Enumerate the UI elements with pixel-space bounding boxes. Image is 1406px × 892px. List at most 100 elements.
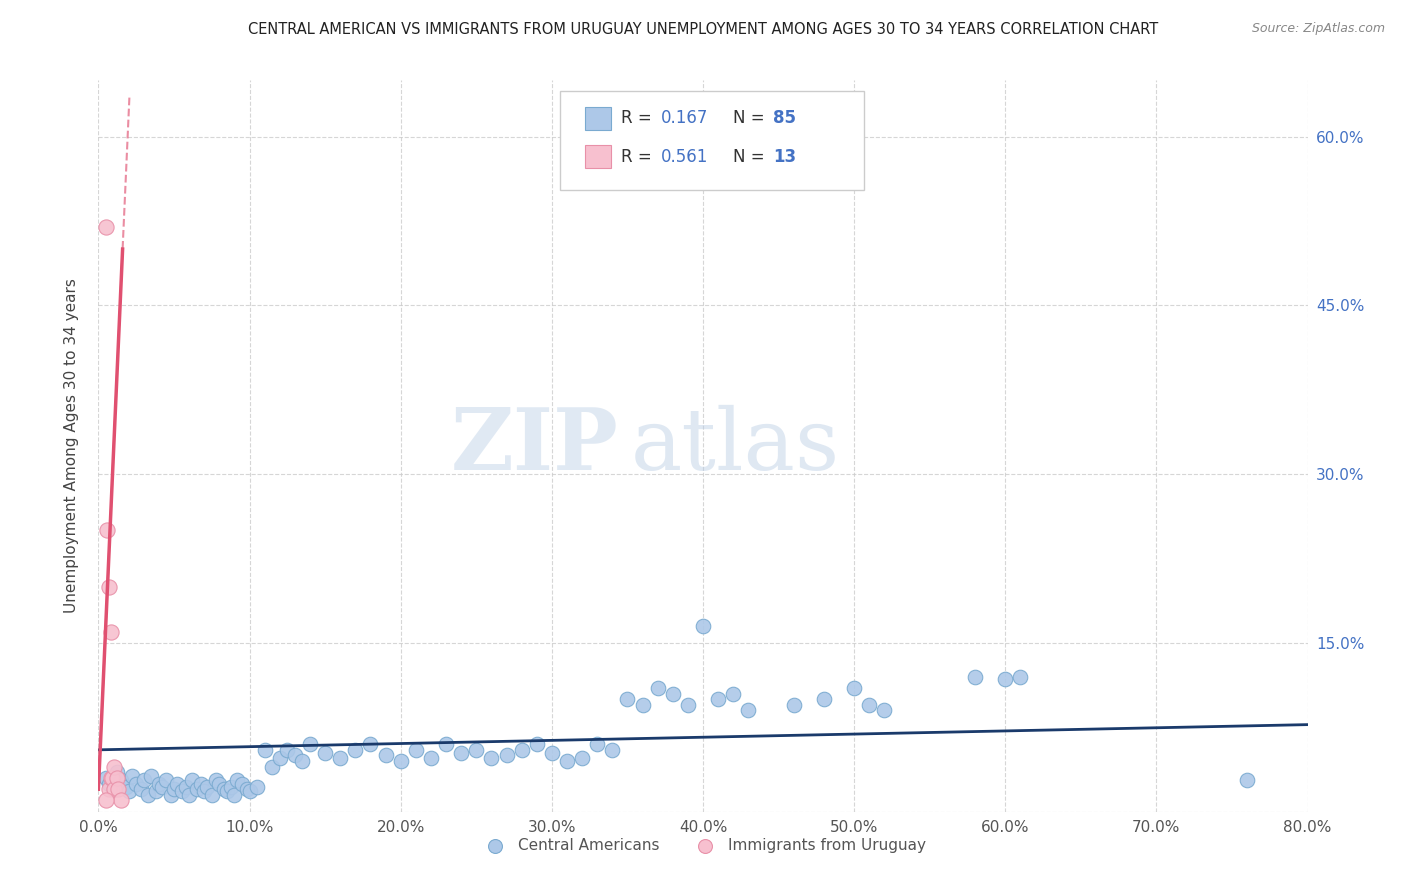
Point <box>844 681 866 695</box>
Point <box>215 784 238 798</box>
Point <box>103 760 125 774</box>
Bar <box>585 107 612 130</box>
Point <box>676 698 699 712</box>
Point <box>101 771 124 785</box>
Point <box>344 743 367 757</box>
Point <box>262 760 284 774</box>
Point <box>121 769 143 783</box>
Point <box>405 743 427 757</box>
Point <box>186 782 208 797</box>
Point <box>299 737 322 751</box>
Text: CENTRAL AMERICAN VS IMMIGRANTS FROM URUGUAY UNEMPLOYMENT AMONG AGES 30 TO 34 YEA: CENTRAL AMERICAN VS IMMIGRANTS FROM URUG… <box>247 22 1159 37</box>
Point <box>276 743 298 757</box>
Text: R =: R = <box>621 148 657 166</box>
Point <box>98 580 121 594</box>
Point <box>190 776 212 790</box>
Point <box>129 782 152 797</box>
Point <box>1010 670 1032 684</box>
Point <box>107 782 129 797</box>
Text: 0.167: 0.167 <box>661 110 709 128</box>
Point <box>510 743 533 757</box>
Point <box>420 750 443 764</box>
Y-axis label: Unemployment Among Ages 30 to 34 years: Unemployment Among Ages 30 to 34 years <box>65 278 79 614</box>
Text: 13: 13 <box>773 148 796 166</box>
Point <box>707 692 730 706</box>
Point <box>110 793 132 807</box>
Point <box>195 780 218 794</box>
Point <box>540 746 562 760</box>
Point <box>284 748 307 763</box>
Point <box>586 737 609 751</box>
Point <box>291 754 314 768</box>
Point <box>239 784 262 798</box>
Point <box>329 750 352 764</box>
Text: atlas: atlas <box>630 404 839 488</box>
Point <box>221 780 243 794</box>
Point <box>155 773 177 788</box>
Point <box>873 703 896 717</box>
Point <box>692 619 714 633</box>
Point <box>145 784 167 798</box>
Point <box>602 743 624 757</box>
Point <box>783 698 806 712</box>
Text: R =: R = <box>621 110 657 128</box>
Point <box>858 698 880 712</box>
Point <box>105 771 128 785</box>
Point <box>269 750 291 764</box>
Point <box>389 754 412 768</box>
Point <box>125 776 148 790</box>
Point <box>555 754 578 768</box>
Point <box>246 780 269 794</box>
Point <box>100 624 122 639</box>
Point <box>163 782 186 797</box>
Point <box>360 737 382 751</box>
Point <box>212 782 235 797</box>
Text: 85: 85 <box>773 110 796 128</box>
Point <box>141 769 163 783</box>
Point <box>813 692 835 706</box>
Point <box>148 776 170 790</box>
Point <box>170 784 193 798</box>
Point <box>314 746 336 760</box>
Bar <box>585 145 612 168</box>
Point <box>571 750 593 764</box>
Point <box>205 773 228 788</box>
Point <box>105 765 128 780</box>
Point <box>132 773 155 788</box>
Point <box>94 793 117 807</box>
Point <box>94 219 117 234</box>
Point <box>631 698 654 712</box>
Point <box>150 780 173 794</box>
Point <box>965 670 987 684</box>
Legend: Central Americans, Immigrants from Uruguay: Central Americans, Immigrants from Urugu… <box>474 831 932 859</box>
Point <box>231 776 253 790</box>
Point <box>235 782 257 797</box>
Point <box>737 703 759 717</box>
Point <box>160 788 183 802</box>
Point <box>96 524 118 538</box>
Text: N =: N = <box>734 148 770 166</box>
Point <box>98 776 121 790</box>
Point <box>118 784 141 798</box>
Point <box>253 743 276 757</box>
Text: 0.561: 0.561 <box>661 148 709 166</box>
Point <box>465 743 488 757</box>
Point <box>208 776 231 790</box>
Point <box>181 773 204 788</box>
Point <box>136 788 159 802</box>
Point <box>224 788 246 802</box>
Point <box>994 672 1017 686</box>
Point <box>98 782 121 797</box>
Point <box>100 771 122 785</box>
Point <box>103 782 125 797</box>
Point <box>193 784 215 798</box>
Text: N =: N = <box>734 110 770 128</box>
Point <box>1236 773 1258 788</box>
Point <box>526 737 548 751</box>
Point <box>179 788 201 802</box>
Point <box>114 780 136 794</box>
FancyBboxPatch shape <box>561 90 863 190</box>
Point <box>103 782 125 797</box>
Point <box>647 681 669 695</box>
Point <box>495 748 517 763</box>
